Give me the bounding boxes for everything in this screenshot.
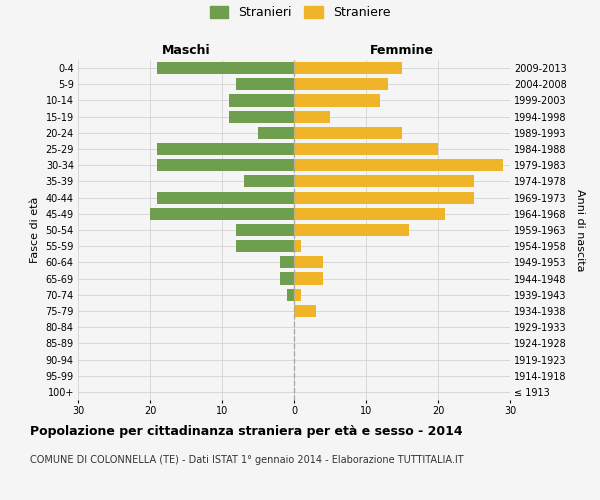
Text: COMUNE DI COLONNELLA (TE) - Dati ISTAT 1° gennaio 2014 - Elaborazione TUTTITALIA: COMUNE DI COLONNELLA (TE) - Dati ISTAT 1… [30, 455, 464, 465]
Bar [157, 159, 294, 172]
Text: Femmine: Femmine [370, 44, 434, 58]
Bar [157, 192, 294, 203]
Bar [294, 176, 474, 188]
Bar [258, 127, 294, 139]
Bar [294, 110, 330, 122]
Bar [236, 78, 294, 90]
Bar [150, 208, 294, 220]
Bar [244, 176, 294, 188]
Text: Maschi: Maschi [161, 44, 211, 58]
Bar [294, 143, 438, 155]
Bar [294, 224, 409, 236]
Bar [294, 78, 388, 90]
Bar [294, 192, 474, 203]
Y-axis label: Anni di nascita: Anni di nascita [575, 188, 585, 271]
Bar [294, 62, 402, 74]
Bar [294, 305, 316, 317]
Bar [280, 272, 294, 284]
Bar [294, 159, 503, 172]
Bar [280, 256, 294, 268]
Bar [287, 288, 294, 301]
Bar [294, 240, 301, 252]
Y-axis label: Fasce di età: Fasce di età [30, 197, 40, 263]
Bar [229, 110, 294, 122]
Bar [157, 62, 294, 74]
Bar [294, 288, 301, 301]
Bar [294, 208, 445, 220]
Bar [294, 272, 323, 284]
Bar [294, 127, 402, 139]
Bar [229, 94, 294, 106]
Bar [294, 94, 380, 106]
Bar [157, 143, 294, 155]
Bar [236, 240, 294, 252]
Bar [294, 256, 323, 268]
Legend: Stranieri, Straniere: Stranieri, Straniere [209, 6, 391, 19]
Text: Popolazione per cittadinanza straniera per età e sesso - 2014: Popolazione per cittadinanza straniera p… [30, 425, 463, 438]
Bar [236, 224, 294, 236]
